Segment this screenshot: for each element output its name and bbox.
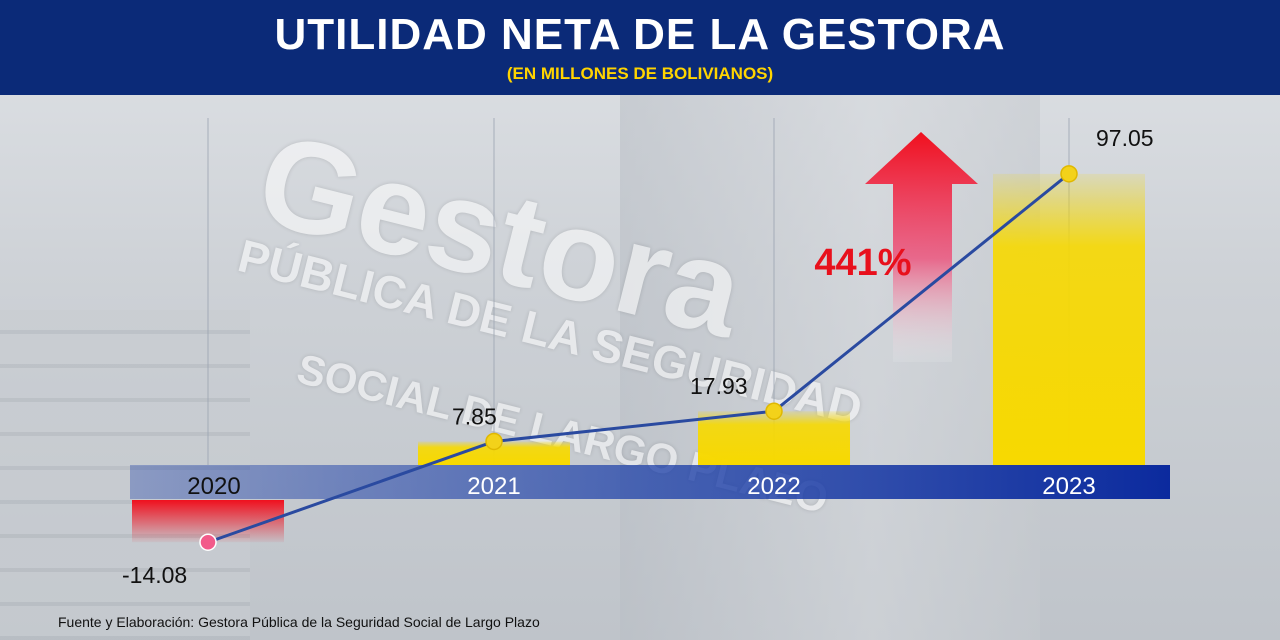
category-label-2021: 2021: [467, 473, 520, 500]
value-label-2022: 17.93: [690, 373, 748, 399]
bar-2023: [993, 173, 1145, 465]
point-2020: [199, 533, 217, 551]
category-label-2022: 2022: [747, 473, 800, 500]
trend-line: [207, 172, 1070, 544]
growth-percent-label: 441%: [814, 242, 911, 284]
header-banner: UTILIDAD NETA DE LA GESTORA (EN MILLONES…: [0, 0, 1280, 95]
bar-2021: [418, 441, 570, 465]
axis-band: [130, 465, 1170, 499]
source-note: Fuente y Elaboración: Gestora Pública de…: [58, 614, 540, 630]
growth-arrow: [865, 132, 978, 362]
chart-title: UTILIDAD NETA DE LA GESTORA: [274, 10, 1006, 59]
category-label-2020: 2020: [187, 473, 240, 500]
point-2021: [485, 432, 503, 451]
point-2023: [1060, 165, 1078, 183]
category-label-2023: 2023: [1042, 473, 1095, 500]
value-label-2023: 97.05: [1096, 125, 1154, 151]
chart-subtitle: (EN MILLONES DE BOLIVIANOS): [506, 64, 774, 83]
bar-2022: [698, 411, 850, 465]
point-2022: [765, 402, 783, 420]
value-label-2020: -14.08: [122, 562, 187, 588]
value-label-2021: 7.85: [452, 403, 497, 429]
